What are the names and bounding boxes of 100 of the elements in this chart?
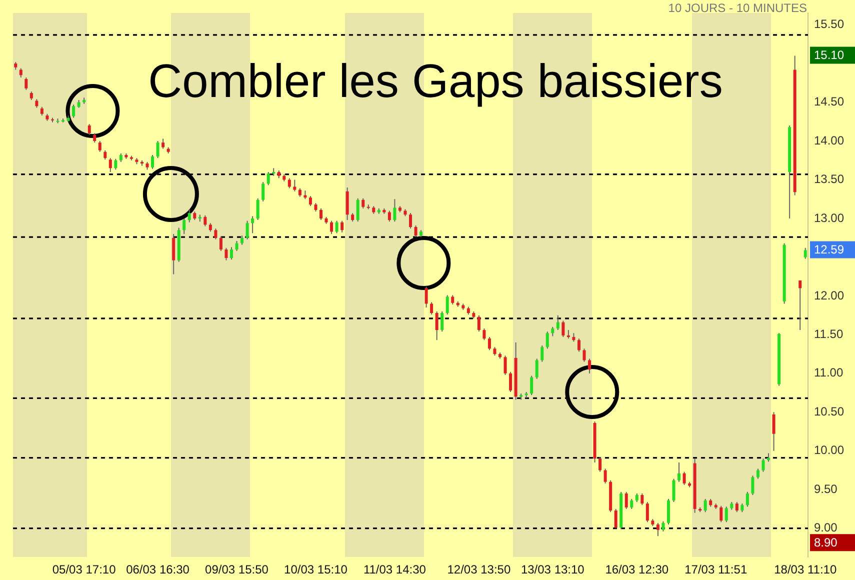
candlestick [240,235,244,246]
candlestick [219,236,222,252]
candlestick [108,158,112,172]
x-tick-label: 17/03 11:51 [684,562,748,577]
candlestick [251,216,254,234]
candlestick [451,294,454,305]
candlestick [682,471,686,486]
candlestick [104,150,107,160]
candlestick [235,240,238,252]
candlestick [204,214,207,227]
y-tick-label: 9.50 [814,482,838,496]
candlestick [504,355,507,376]
candlestick [114,158,118,170]
candlestick [656,522,660,537]
candlestick [224,247,228,261]
y-tick-label: 10.50 [814,404,844,418]
candlestick [604,468,607,484]
candlestick [762,458,765,472]
x-tick-label: 06/03 16:30 [126,562,190,577]
y-tick-label: 14.00 [814,133,844,148]
candlestick [340,220,344,233]
text: Combler les Gaps baissiers [148,54,723,107]
y-tick-label: 14.50 [814,94,844,109]
candlestick [598,456,602,472]
candlestick [662,520,665,532]
candlestick [330,220,334,234]
candlestick [288,178,291,189]
candlestick [409,212,412,230]
candlestick [488,336,491,351]
text: 15.10 [814,48,844,62]
x-tick-label: 11/03 14:30 [363,562,426,577]
candlestick [535,358,538,380]
candlestick [704,498,707,513]
x-tick-label: 18/03 11:10 [774,562,837,577]
candlestick [772,412,776,452]
candlestick [188,208,191,223]
candlestick [256,198,260,221]
candlestick [530,375,534,396]
candlestick [293,179,296,192]
candlestick [446,294,449,316]
candlestick [551,326,554,337]
x-tick-label: 09/03 15:50 [205,562,269,577]
candlestick [19,68,22,78]
candlestick [172,233,176,275]
candlestick [214,228,218,240]
y-tick-label: 11.50 [814,326,844,341]
candlestick [246,220,249,240]
candlestick [804,247,807,260]
candlestick [346,186,349,221]
candlestick [482,328,486,341]
candlestick [556,314,560,331]
candlestick [756,468,760,480]
candlestick [672,478,676,502]
candlestick [430,302,434,316]
candlestick [666,498,670,525]
candlestick [646,502,649,523]
y-tick-label: 13.00 [814,210,844,225]
y-tick-label: 12.00 [814,288,844,302]
candlestick [630,498,634,510]
x-tick-label: 10/03 15:10 [284,562,348,577]
x-tick-label: 16/03 12:30 [605,562,669,577]
y-tick-label: 10.00 [814,443,844,458]
chart-subtitle: 10 JOURS - 10 MINUTES [668,1,807,15]
text: 12.59 [814,242,844,257]
candlestick [72,104,76,118]
candlestick [266,172,270,186]
candlestick [588,358,592,374]
candlestick [93,132,96,144]
candlestick [24,76,28,90]
candlestick [724,506,728,523]
candlestick [151,154,154,170]
x-tick-label: 12/03 13:50 [447,562,511,577]
candlestick [540,345,544,362]
candlestick [162,138,165,150]
candlestick [362,198,365,209]
candlestick [393,198,396,222]
candlestick [440,310,444,332]
y-tick-label: 13.50 [814,172,844,186]
x-tick-label: 13/03 13:10 [520,562,585,577]
y-tick-label: 15.50 [814,17,844,32]
candlestick [746,491,749,508]
candlestick [562,320,565,338]
y-tick-label: 9.00 [814,520,838,535]
candlestick [230,246,233,260]
candlestick [582,348,586,362]
candlestick [577,338,580,352]
candlestick [435,310,438,341]
text: 8.90 [814,535,838,550]
candlestick [388,210,391,222]
y-tick-label: 11.00 [814,366,844,380]
candlestick [751,475,754,496]
candlestick [319,208,322,221]
candlestick [614,508,618,529]
candlestick [414,224,418,238]
candlestick [509,371,512,392]
candlestick [477,314,480,332]
candlestick [678,462,681,482]
candlestick [720,505,723,523]
candlestick [98,140,102,152]
candlestick [335,220,338,234]
